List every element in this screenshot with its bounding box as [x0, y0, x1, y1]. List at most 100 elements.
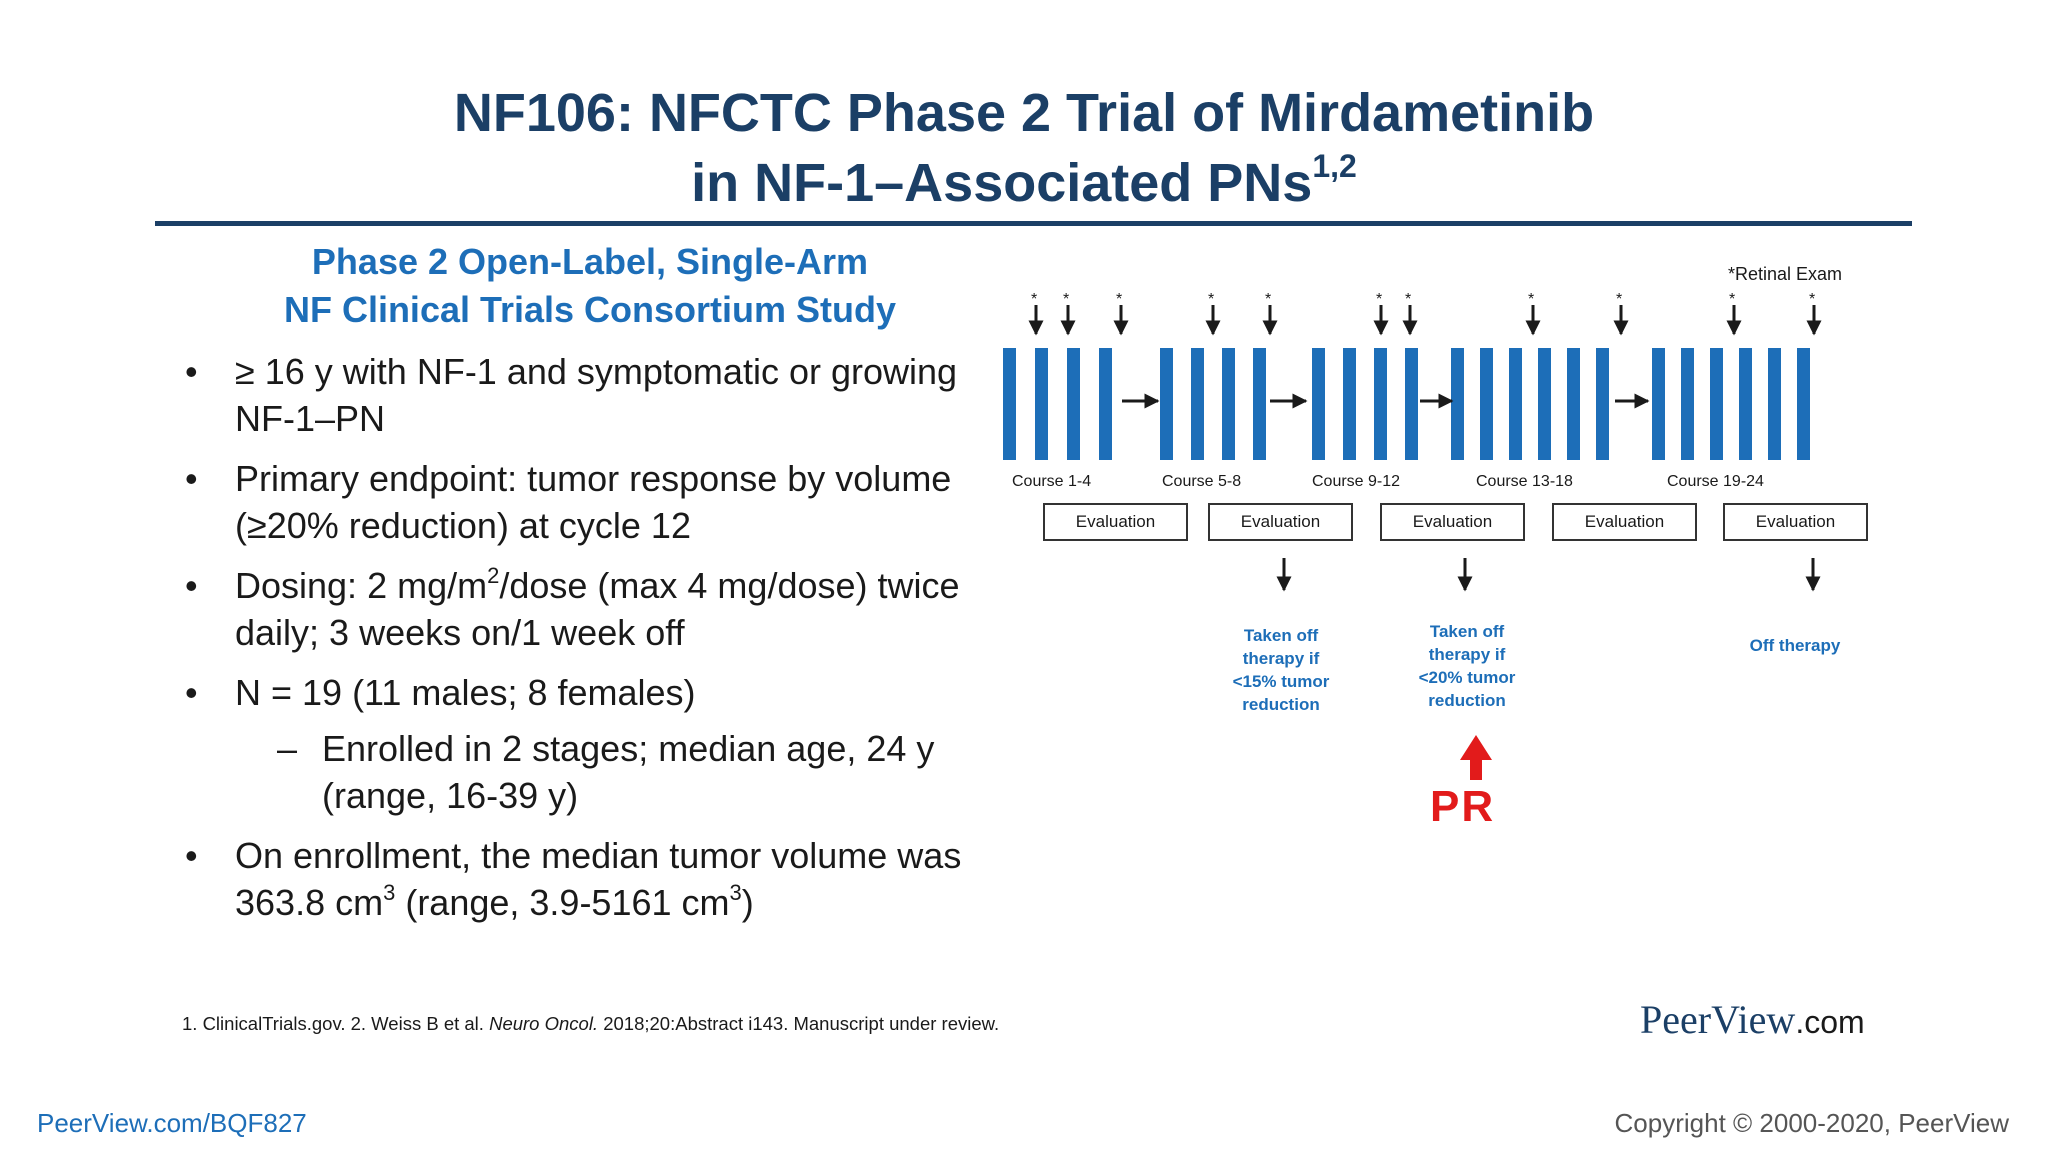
superscript: 3 [729, 880, 742, 905]
note-line: reduction [1428, 691, 1506, 710]
course-bar [1480, 348, 1493, 460]
course-bar [1509, 348, 1522, 460]
course-bar [1567, 348, 1580, 460]
bullet-text: Primary endpoint: tumor response by volu… [235, 458, 952, 546]
note-off-therapy: Off therapy [1715, 634, 1875, 657]
course-bar [1067, 348, 1080, 460]
pr-up-arrow-icon [1460, 735, 1492, 780]
asterisk-mark: * [1063, 291, 1069, 308]
course-label-13-18: Course 13-18 [1476, 473, 1573, 490]
bullet-item: • Dosing: 2 mg/m2/dose (max 4 mg/dose) t… [185, 562, 1015, 656]
bullet-text: ≥ 16 y with NF-1 and symptomatic or grow… [235, 351, 958, 439]
bullet-text-b: /dose (max 4 mg/dose) twice daily; 3 wee… [235, 565, 960, 653]
course-bar [1099, 348, 1112, 460]
bullet-text-a: Dosing: 2 mg/m [235, 565, 488, 606]
course-bar [1739, 348, 1752, 460]
course-bar [1343, 348, 1356, 460]
bullet-text-a: On enrollment, the median tumor volume w… [235, 835, 962, 923]
subtitle-line-2: NF Clinical Trials Consortium Study [283, 289, 897, 330]
program-url-link[interactable]: PeerView.com/BQF827 [37, 1108, 307, 1138]
bullet-marker: • [185, 351, 198, 392]
evaluation-box-5: Evaluation [1723, 503, 1868, 541]
course-bar [1374, 348, 1387, 460]
note-line: <20% tumor [1418, 668, 1516, 687]
logo-tld: .com [1795, 1004, 1865, 1040]
note-line: Off therapy [1749, 636, 1841, 655]
evaluation-box-1: Evaluation [1043, 503, 1188, 541]
course-bar [1312, 348, 1325, 460]
course-bar [1191, 348, 1204, 460]
evaluation-box-3: Evaluation [1380, 503, 1525, 541]
note-line: reduction [1242, 695, 1320, 714]
course-bar [1035, 348, 1048, 460]
note-line: therapy if [1428, 645, 1506, 664]
title-line-1: NF106: NFCTC Phase 2 Trial of Mirdametin… [453, 83, 1595, 143]
course-bar [1405, 348, 1418, 460]
retinal-exam-arrows: * * * * * * * * * * * [1028, 291, 1822, 336]
references-footnote: 1. ClinicalTrials.gov. 2. Weiss B et al.… [182, 1013, 999, 1035]
peerview-logo: PeerView.com [1640, 996, 1865, 1043]
course-bar [1003, 348, 1016, 460]
asterisk-mark: * [1528, 291, 1534, 308]
superscript: 2 [487, 563, 500, 588]
note-off-therapy-15: Taken off therapy if <15% tumor reductio… [1201, 624, 1361, 716]
note-line: therapy if [1242, 649, 1320, 668]
course-bar [1160, 348, 1173, 460]
title-line-2-text: in NF-1–Associated PNs [691, 153, 1313, 213]
title-line-2: in NF-1–Associated PNs1,2 [0, 148, 2048, 218]
sub-bullet-item: – Enrolled in 2 stages; median age, 24 y… [185, 725, 1015, 819]
note-line: Taken off [1243, 626, 1319, 645]
title-references: 1,2 [1312, 148, 1357, 184]
bullet-item: • On enrollment, the median tumor volume… [185, 832, 1015, 926]
asterisk-mark: * [1116, 291, 1122, 308]
logo-wordmark: PeerView [1640, 997, 1796, 1042]
bullet-list: • ≥ 16 y with NF-1 and symptomatic or gr… [185, 348, 1015, 939]
asterisk-mark: * [1729, 291, 1735, 308]
bullet-marker: • [185, 458, 198, 499]
bullet-item: • ≥ 16 y with NF-1 and symptomatic or gr… [185, 348, 1015, 442]
course-bars [1003, 348, 1810, 460]
asterisk-mark: * [1031, 291, 1037, 308]
bullet-text: Enrolled in 2 stages; median age, 24 y (… [322, 728, 935, 816]
course-label-1-4: Course 1-4 [1012, 473, 1092, 490]
pr-arrow-shape [1460, 735, 1492, 780]
copyright-notice: Copyright © 2000-2020, PeerView [1614, 1108, 2009, 1138]
retinal-exam-legend: *Retinal Exam [1728, 264, 1843, 284]
course-label-9-12: Course 9-12 [1312, 473, 1401, 490]
asterisk-mark: * [1405, 291, 1411, 308]
course-bar [1681, 348, 1694, 460]
bullet-text: N = 19 (11 males; 8 females) [235, 672, 696, 713]
evaluation-arrows [1276, 558, 1821, 592]
note-line: Taken off [1429, 622, 1505, 641]
study-subtitle: Phase 2 Open-Label, Single-Arm NF Clinic… [200, 238, 980, 334]
course-bar [1253, 348, 1266, 460]
footnote-text: 2018;20:Abstract i143. Manuscript under … [598, 1013, 1000, 1034]
course-bar [1652, 348, 1665, 460]
asterisk-mark: * [1208, 291, 1214, 308]
bullet-marker: • [185, 835, 198, 876]
superscript: 3 [383, 880, 396, 905]
bullet-item: • Primary endpoint: tumor response by vo… [185, 455, 1015, 549]
slide-title: NF106: NFCTC Phase 2 Trial of Mirdametin… [0, 78, 2048, 218]
course-bar [1797, 348, 1810, 460]
note-line: <15% tumor [1232, 672, 1330, 691]
course-bar [1596, 348, 1609, 460]
footnote-journal: Neuro Oncol. [489, 1013, 599, 1034]
evaluation-box-4: Evaluation [1552, 503, 1697, 541]
asterisk-mark: * [1376, 291, 1382, 308]
partial-response-label: PR [1430, 782, 1496, 831]
title-divider [155, 221, 1912, 226]
bullet-marker: • [185, 565, 198, 606]
asterisk-mark: * [1265, 291, 1271, 308]
subtitle-line-1: Phase 2 Open-Label, Single-Arm [311, 241, 869, 282]
sub-bullet-marker: – [277, 728, 298, 769]
bullet-item: • N = 19 (11 males; 8 females) [185, 669, 1015, 716]
asterisk-mark: * [1616, 291, 1622, 308]
bullet-text-c: ) [741, 882, 754, 923]
course-bar [1538, 348, 1551, 460]
course-bar [1222, 348, 1235, 460]
course-label-19-24: Course 19-24 [1667, 473, 1764, 490]
bullet-marker: • [185, 672, 198, 713]
course-label-5-8: Course 5-8 [1162, 473, 1242, 490]
